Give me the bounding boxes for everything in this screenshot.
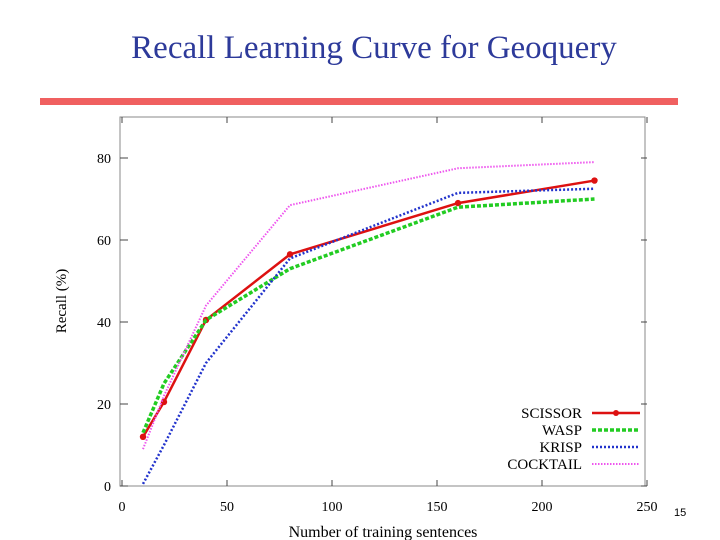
slide-title: Recall Learning Curve for Geoquery <box>131 30 617 66</box>
x-tick-label: 100 <box>322 500 343 515</box>
series-line-scissor <box>141 179 595 438</box>
y-axis-label: Recall (%) <box>54 269 70 334</box>
x-tick-label: 0 <box>119 500 126 515</box>
series-line-wasp <box>141 197 595 434</box>
legend-label-krisp: KRISP <box>539 440 582 456</box>
y-tick-label: 0 <box>104 480 111 495</box>
data-point-scissor <box>591 177 598 184</box>
x-tick-label: 250 <box>637 500 658 515</box>
y-tick-label: 40 <box>97 316 111 331</box>
x-tick-label: 200 <box>532 500 553 515</box>
series-line-krisp <box>141 187 595 485</box>
y-tick-label: 20 <box>97 398 111 413</box>
data-point-scissor <box>139 433 147 440</box>
x-axis-label: Number of training sentences <box>289 524 478 540</box>
x-tick-label: 50 <box>220 500 234 515</box>
x-tick-label: 150 <box>427 500 448 515</box>
legend-marker <box>613 410 619 416</box>
legend-label-wasp: WASP <box>542 423 582 439</box>
page-number: 15 <box>674 507 687 519</box>
legend-label-scissor: SCISSOR <box>521 406 582 422</box>
y-tick-label: 60 <box>97 234 111 249</box>
plot-area <box>119 116 646 487</box>
legend-label-cocktail: COCKTAIL <box>507 457 582 473</box>
y-tick-label: 80 <box>97 152 111 167</box>
data-point-scissor <box>454 199 462 207</box>
title-underline <box>40 98 678 105</box>
data-point-scissor <box>286 251 294 258</box>
axis-ticks: 0 50 100 150 200 250 0 20 40 60 80 <box>97 117 658 515</box>
series-line-cocktail <box>142 161 595 450</box>
series-lines <box>139 161 598 485</box>
